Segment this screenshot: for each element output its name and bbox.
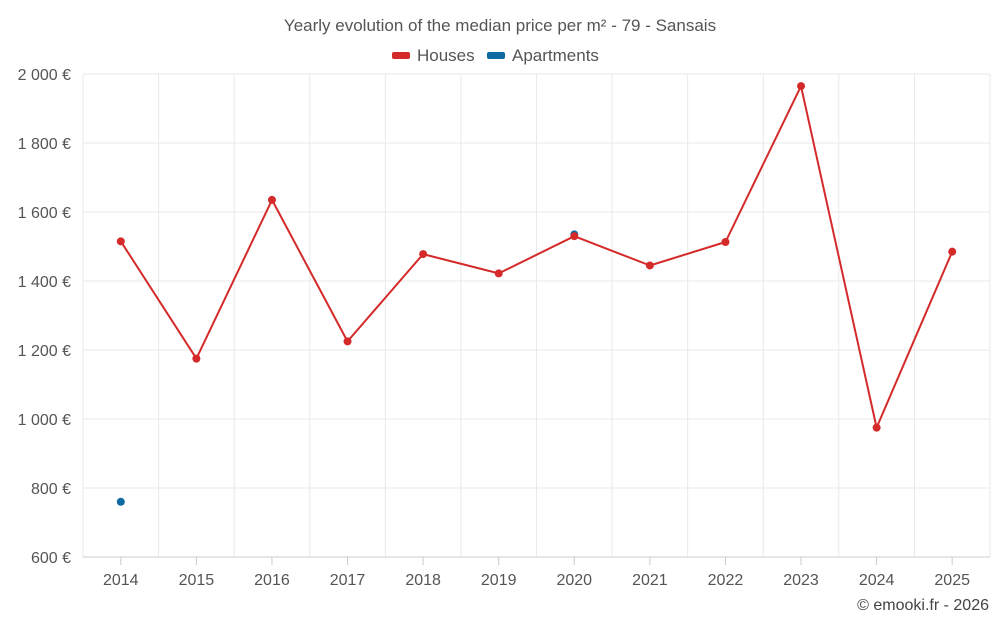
chart-title: Yearly evolution of the median price per… <box>284 16 716 35</box>
legend-label-apartments: Apartments <box>512 46 599 65</box>
x-tick-label: 2019 <box>481 572 517 589</box>
series-lines <box>119 85 954 429</box>
data-point-apartments-2014[interactable] <box>116 497 125 506</box>
legend-swatch-apartments <box>487 52 505 59</box>
data-point-houses-2015[interactable] <box>192 354 201 363</box>
x-tick-label: 2015 <box>179 572 215 589</box>
legend-label-houses: Houses <box>417 46 475 65</box>
y-tick-label: 1 000 € <box>18 412 71 429</box>
y-tick-label: 800 € <box>31 481 71 498</box>
data-point-houses-2022[interactable] <box>721 238 730 247</box>
axes: 600 € 800 € 1 000 € 1 200 € 1 400 € 1 600 € 1 … <box>18 67 990 589</box>
series-points <box>116 82 957 506</box>
data-point-houses-2020[interactable] <box>570 232 579 241</box>
y-tick-label: 1 200 € <box>18 343 71 360</box>
series-line-houses <box>119 85 954 429</box>
x-tick-label: 2022 <box>708 572 744 589</box>
grid <box>82 73 991 557</box>
x-tick-label: 2014 <box>103 572 139 589</box>
data-point-houses-2014[interactable] <box>116 237 125 246</box>
data-point-houses-2016[interactable] <box>267 195 276 204</box>
data-point-houses-2025[interactable] <box>948 247 957 256</box>
data-point-houses-2021[interactable] <box>645 261 654 270</box>
x-tick-label: 2021 <box>632 572 668 589</box>
y-tick-label: 600 € <box>31 550 71 567</box>
credit-text: © emooki.fr - 2026 <box>857 597 989 614</box>
y-tick-label: 1 600 € <box>18 205 71 222</box>
y-tick-label: 1 800 € <box>18 136 71 153</box>
legend-swatch-houses <box>392 52 410 59</box>
x-tick-label: 2018 <box>405 572 441 589</box>
legend: Houses Apartments <box>392 46 599 65</box>
data-point-houses-2024[interactable] <box>872 423 881 432</box>
data-point-houses-2017[interactable] <box>343 337 352 346</box>
x-tick-label: 2020 <box>556 572 592 589</box>
data-point-houses-2018[interactable] <box>419 250 428 259</box>
x-tick-label: 2017 <box>330 572 366 589</box>
data-point-houses-2019[interactable] <box>494 269 503 278</box>
x-tick-label: 2024 <box>859 572 895 589</box>
x-tick-label: 2016 <box>254 572 290 589</box>
legend-item-houses[interactable]: Houses <box>392 46 475 65</box>
x-tick-label: 2025 <box>934 572 970 589</box>
legend-item-apartments[interactable]: Apartments <box>487 46 599 65</box>
y-tick-label: 2 000 € <box>18 67 71 84</box>
y-tick-label: 1 400 € <box>18 274 71 291</box>
x-tick-label: 2023 <box>783 572 819 589</box>
data-point-houses-2023[interactable] <box>797 82 806 91</box>
series <box>116 82 957 506</box>
